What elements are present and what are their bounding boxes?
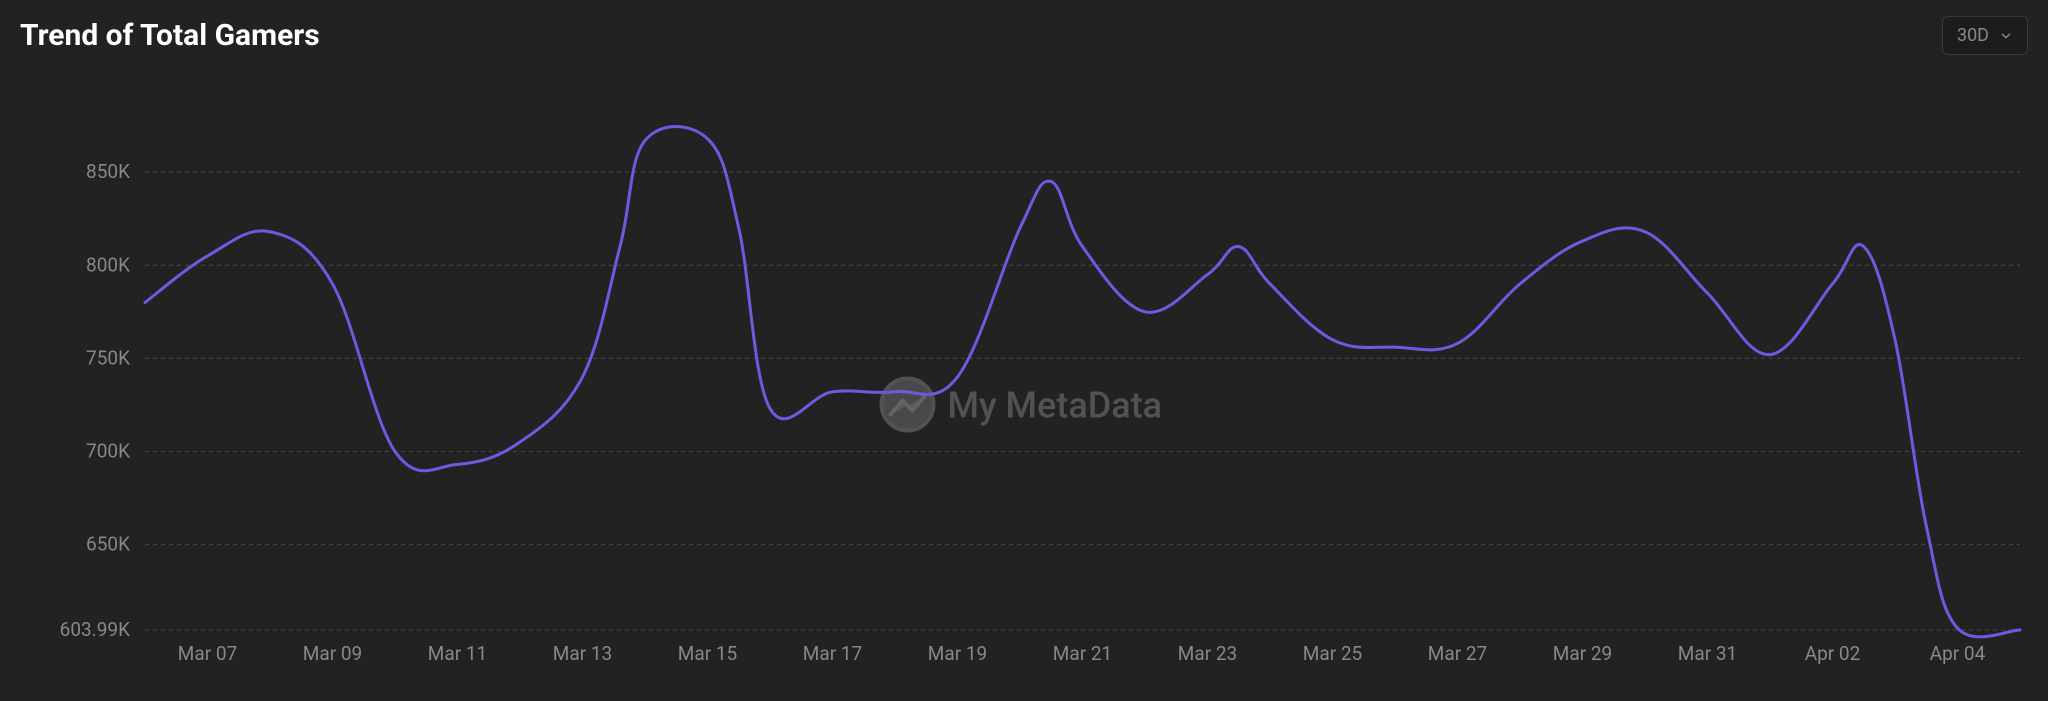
x-axis-label: Mar 31 — [1678, 642, 1737, 665]
y-axis-label: 700K — [86, 439, 130, 462]
y-axis-label: 603.99K — [60, 618, 130, 641]
watermark-text: My MetaData — [948, 385, 1163, 427]
line-chart: 603.99K 650K 700K 750K 800K 850K Mar 07 Mar 09 M… — [0, 0, 2048, 701]
x-axis-label: Mar 13 — [553, 642, 612, 665]
x-axis-label: Mar 19 — [928, 642, 987, 665]
y-axis-label: 650K — [86, 532, 130, 555]
x-axis-label: Mar 27 — [1428, 642, 1487, 665]
watermark: My MetaData — [882, 379, 1163, 431]
x-axis-label: Mar 15 — [678, 642, 737, 665]
x-axis-label: Apr 02 — [1805, 642, 1861, 665]
y-axis-label: 800K — [86, 253, 130, 276]
x-axis-label: Mar 21 — [1053, 642, 1112, 665]
x-axis-label: Mar 17 — [803, 642, 862, 665]
x-axis-label: Mar 29 — [1553, 642, 1612, 665]
x-axis-label: Mar 07 — [178, 642, 237, 665]
y-axis-label: 750K — [86, 346, 130, 369]
x-axis-label: Mar 25 — [1303, 642, 1362, 665]
series-line — [145, 126, 2020, 636]
x-axis-label: Mar 11 — [428, 642, 487, 665]
x-axis-label: Mar 23 — [1178, 642, 1237, 665]
x-axis-label: Apr 04 — [1930, 642, 1986, 665]
y-axis-label: 850K — [86, 160, 130, 183]
x-axis-label: Mar 09 — [303, 642, 362, 665]
